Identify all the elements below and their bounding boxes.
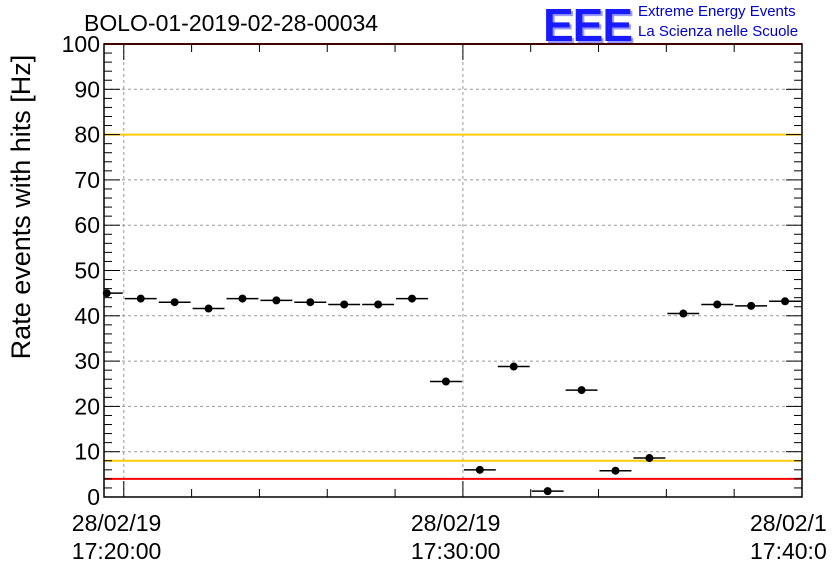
data-point	[170, 298, 179, 307]
data-point	[713, 300, 722, 309]
y-tick-label: 40	[74, 303, 100, 329]
data-point	[747, 301, 756, 310]
data-point	[136, 294, 145, 303]
y-tick-label: 20	[74, 393, 100, 419]
y-axis-label: Rate events with hits [Hz]	[6, 55, 36, 360]
data-point	[781, 297, 790, 306]
eee-logo-mark: EEE	[543, 0, 633, 51]
y-tick-label: 100	[62, 31, 100, 57]
data-point	[679, 309, 688, 318]
data-point	[577, 386, 586, 395]
data-point	[238, 294, 247, 303]
y-tick-label: 30	[74, 348, 100, 374]
y-tick-label: 90	[74, 76, 100, 102]
y-tick-label: 80	[74, 122, 100, 148]
x-tick-label-time: 17:40:0	[750, 538, 827, 564]
x-tick-label-date: 28/02/19	[72, 510, 162, 536]
axis-ticks	[104, 43, 803, 498]
x-tick-label-time: 17:30:00	[411, 538, 501, 564]
reference-lines	[104, 43, 802, 480]
data-point	[645, 454, 654, 463]
data-point	[611, 466, 620, 475]
run-title: BOLO-01-2019-02-28-00034	[84, 10, 379, 36]
data-point	[408, 294, 417, 303]
eee-logo: EEE Extreme Energy Events La Scienza nel…	[543, 0, 836, 51]
data-point	[340, 300, 349, 309]
x-tick-label-time: 17:20:00	[72, 538, 162, 564]
y-tick-label: 70	[74, 167, 100, 193]
x-tick-label-date: 28/02/1	[750, 510, 827, 536]
tick-labels: 010203040506070809010028/02/1917:20:0028…	[62, 31, 827, 564]
data-point	[102, 289, 111, 298]
data-point	[475, 465, 484, 474]
y-tick-label: 0	[87, 484, 100, 510]
data-point	[306, 298, 315, 307]
logo-tagline-1: Extreme Energy Events	[638, 3, 796, 20]
data-point	[272, 296, 281, 305]
data-point	[374, 300, 383, 309]
y-tick-label: 10	[74, 439, 100, 465]
logo-tagline-2: La Scienza nelle Scuole	[638, 23, 799, 40]
data-points	[102, 289, 801, 496]
y-tick-label: 60	[74, 212, 100, 238]
x-tick-label-date: 28/02/19	[411, 510, 501, 536]
data-point	[441, 377, 450, 386]
y-tick-label: 50	[74, 258, 100, 284]
grid-lines	[104, 44, 802, 497]
data-point	[509, 362, 518, 371]
data-point	[543, 487, 552, 496]
data-point	[204, 304, 213, 313]
